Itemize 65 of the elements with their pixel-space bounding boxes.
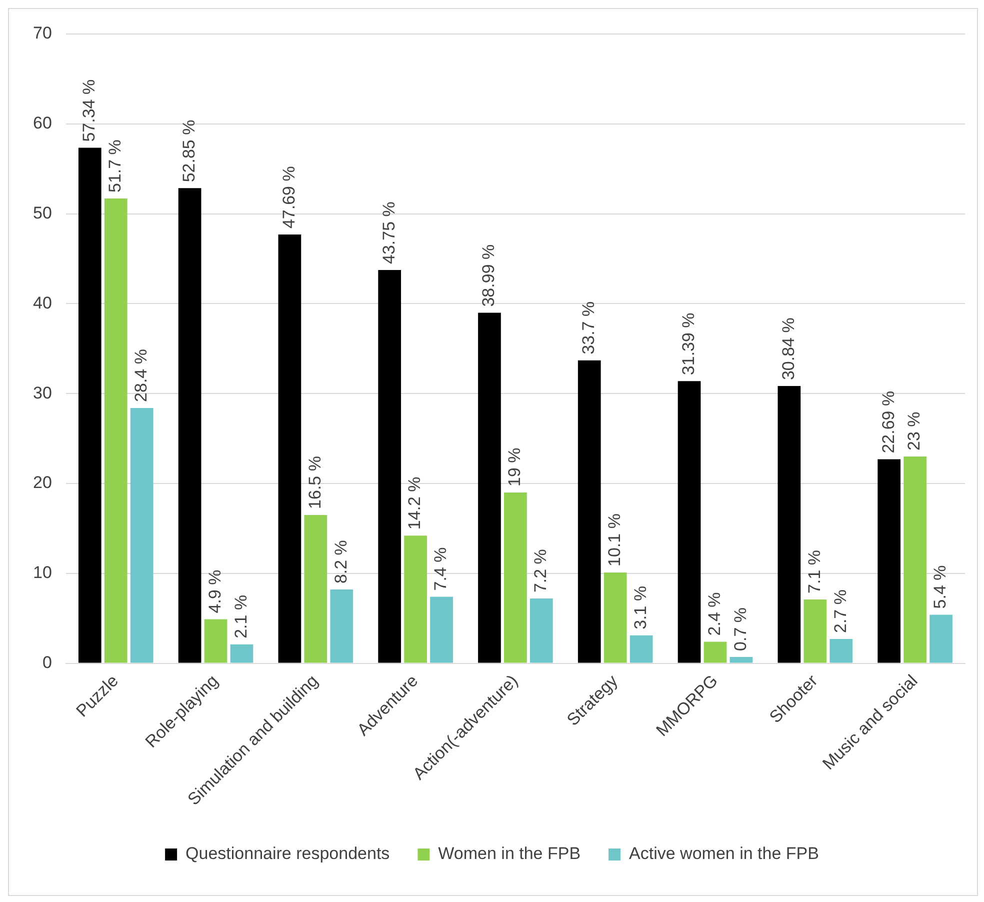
- y-tick-label: 50: [32, 203, 52, 222]
- bar: [578, 360, 601, 663]
- bar: [178, 188, 202, 663]
- bar: [878, 459, 901, 663]
- data-label: 23 %: [904, 412, 924, 451]
- data-label: 16.5 %: [305, 456, 324, 509]
- data-label: 3.1 %: [631, 586, 650, 630]
- bar: [704, 642, 727, 663]
- bar: [830, 639, 853, 663]
- y-tick-label: 10: [32, 563, 52, 582]
- data-label: 22.69 %: [878, 390, 898, 454]
- y-tick-label: 60: [32, 114, 52, 133]
- bar: [630, 635, 653, 663]
- data-label: 0.7 %: [730, 608, 750, 651]
- y-tick-label: 70: [32, 24, 52, 43]
- y-tick-label: 30: [32, 383, 52, 402]
- bar: [104, 198, 128, 663]
- data-label: 30.84 %: [778, 318, 798, 380]
- data-label: 38.99 %: [479, 244, 498, 307]
- bar: [730, 656, 753, 663]
- bar: [78, 148, 102, 663]
- data-label: 4.9 %: [205, 570, 224, 614]
- data-label: 14.2 %: [405, 476, 424, 530]
- data-label: 19 %: [505, 448, 524, 486]
- data-label: 7.2 %: [531, 549, 550, 593]
- bar: [404, 536, 427, 663]
- data-label: 5.4 %: [930, 565, 950, 609]
- data-label: 31.39 %: [678, 312, 698, 376]
- data-label: 52.85 %: [179, 120, 198, 182]
- bar: [430, 596, 453, 663]
- bar: [504, 492, 527, 663]
- legend-label: Questionnaire respondents: [186, 844, 390, 864]
- bar: [378, 270, 402, 663]
- data-label: 28.4 %: [132, 349, 151, 402]
- data-label: 57.34 %: [80, 79, 99, 142]
- bar: [130, 408, 154, 663]
- y-tick-label: 20: [32, 473, 52, 492]
- legend-label: Active women in the FPB: [629, 844, 819, 864]
- y-tick-label: 0: [42, 652, 52, 672]
- data-label: 43.75 %: [379, 202, 398, 264]
- y-tick-label: 40: [32, 293, 52, 312]
- bar: [278, 234, 302, 663]
- bar: [678, 381, 701, 663]
- bar: [330, 590, 354, 663]
- bar: [230, 644, 254, 663]
- data-label: 2.7 %: [830, 590, 850, 634]
- data-label: 51.7 %: [106, 140, 125, 193]
- data-label: 7.4 %: [431, 547, 450, 591]
- data-label: 2.1 %: [231, 594, 250, 638]
- bar: [604, 572, 627, 663]
- data-label: 7.1 %: [804, 550, 824, 594]
- data-label: 8.2 %: [331, 540, 350, 584]
- bar: [804, 599, 827, 663]
- bar: [304, 514, 328, 663]
- bar: [204, 619, 228, 663]
- bar: [478, 312, 501, 663]
- data-label: 47.69 %: [279, 166, 298, 229]
- data-label: 10.1 %: [605, 514, 624, 566]
- data-label: 2.4 %: [704, 592, 724, 636]
- bar: [778, 386, 801, 663]
- bar: [530, 598, 553, 663]
- bar: [904, 456, 926, 663]
- legend-label: Women in the FPB: [438, 844, 581, 864]
- data-label: 33.7 %: [579, 301, 598, 354]
- bar: [930, 614, 952, 663]
